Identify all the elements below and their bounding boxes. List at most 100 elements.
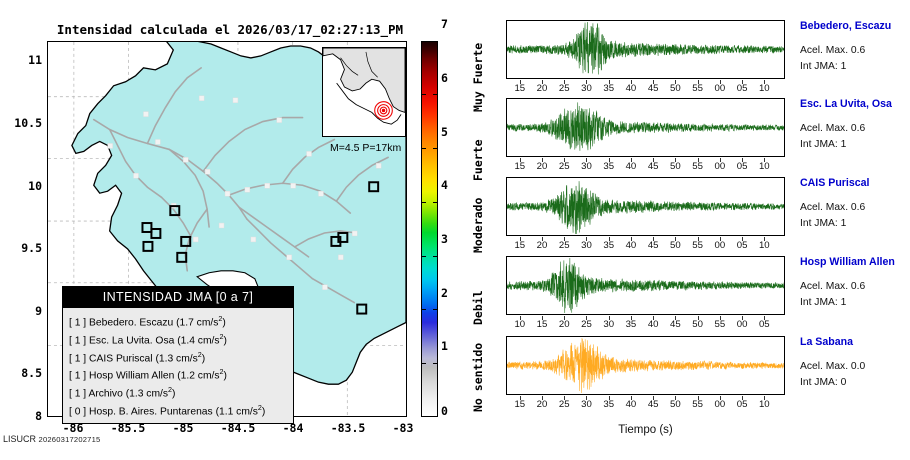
waveform-tick-label: 15: [536, 319, 548, 330]
waveform-int-jma: Int JMA: 1: [800, 218, 847, 229]
waveform-tick: [586, 316, 588, 320]
waveform-tick: [608, 316, 610, 320]
legend-station: Hosp William Allen: [89, 370, 175, 382]
waveform-tick: [675, 396, 677, 400]
legend-level: [ 0 ]: [69, 406, 87, 418]
waveform-tick-label: 45: [647, 399, 659, 410]
waveform-tick-row: 15 20 25 30 35 40 45 50 55 00 05 10: [506, 237, 785, 251]
legend-row: [ 1 ] Bebedero. Escazu (1.7 cm/s2): [69, 312, 293, 330]
waveform-tick: [764, 316, 766, 320]
waveform-tick-row: 15 20 25 30 35 40 45 50 55 00 05 10: [506, 396, 785, 410]
legend-row: [ 0 ] Hosp. B. Aires. Puntarenas (1.1 cm…: [69, 401, 293, 419]
colorbar-number: 6: [441, 71, 448, 85]
waveform-tick-label: 50: [692, 319, 703, 330]
lat-tick-label: 8.5: [21, 366, 42, 380]
waveform-tick: [697, 158, 699, 162]
inset-canvas: [323, 48, 405, 136]
epicenter-icon: [374, 101, 393, 120]
station-marker: [337, 231, 349, 243]
waveform-trace: [507, 258, 784, 313]
waveform-panel-bebedero-escazu[interactable]: [506, 20, 785, 79]
waveform-tick-label: 25: [558, 240, 570, 251]
waveform-accel-max: Acel. Max. 0.0: [800, 361, 866, 372]
station-marker: [180, 235, 192, 247]
lon-tick-label: -83.5: [330, 421, 366, 435]
waveform-tick: [764, 396, 766, 400]
waveform-tick-label: 35: [603, 161, 615, 172]
waveform-trace: [507, 338, 784, 393]
legend-paren: ): [223, 335, 227, 347]
waveform-tick: [519, 396, 521, 400]
lon-tick-label: -85.5: [110, 421, 146, 435]
legend-unit-exp: 2: [219, 331, 224, 341]
waveform-tick: [519, 80, 521, 84]
waveform-accel-max: Acel. Max. 0.6: [800, 281, 866, 292]
intensity-legend: INTENSIDAD JMA [0 a 7] [ 1 ] Bebedero. E…: [62, 286, 294, 424]
waveform-tick: [564, 396, 566, 400]
waveform-tick-label: 05: [736, 399, 748, 410]
waveform-tick-row: 15 20 25 30 35 40 45 50 55 00 05 10: [506, 158, 785, 172]
waveform-int-jma: Int JMA: 1: [800, 297, 847, 308]
legend-station: Esc. La Uvita. Osa: [89, 335, 175, 347]
magnitude-depth-annotation: M=4.5 P=17km: [330, 142, 402, 154]
waveform-tick-label: 45: [670, 319, 681, 330]
waveform-tick: [519, 158, 521, 162]
legend-level: [ 1 ]: [69, 370, 87, 382]
waveform-tick: [653, 316, 655, 320]
legend-row: [ 1 ] CAIS Puriscal (1.3 cm/s2): [69, 348, 293, 366]
waveform-tick-label: 15: [514, 83, 526, 94]
waveform-tick: [719, 237, 721, 241]
lon-tick-label: -84.5: [220, 421, 256, 435]
waveform-station-name: Bebedero, Escazu: [800, 20, 892, 32]
waveform-tick-label: 10: [758, 240, 770, 251]
waveform-panel-la-sabana[interactable]: [506, 336, 785, 395]
waveform-tick: [564, 237, 566, 241]
page-title: Intensidad calculada el 2026/03/17_02:27…: [56, 22, 404, 37]
legend-station: Bebedero. Escazu: [89, 317, 174, 329]
legend-level: [ 1 ]: [69, 353, 87, 365]
waveform-tick: [764, 158, 766, 162]
waveform-tick: [630, 316, 632, 320]
waveform-tick: [608, 80, 610, 84]
waveform-tick-label: 05: [758, 319, 770, 330]
legend-station: CAIS Puriscal: [89, 353, 153, 365]
waveform-tick-label: 20: [536, 240, 548, 251]
watermark-code: 20260317202715: [38, 435, 101, 444]
inset-location-map[interactable]: [322, 47, 406, 137]
legend-accel: (1.3 cm/s: [155, 353, 198, 365]
waveform-tick-label: 45: [647, 240, 659, 251]
waveform-tick-label: 45: [647, 83, 659, 94]
waveform-tick-label: 05: [736, 83, 748, 94]
waveform-tick: [697, 316, 699, 320]
legend-row: [ 1 ] Hosp William Allen (1.2 cm/s2): [69, 365, 293, 383]
waveform-tick-label: 55: [692, 240, 703, 251]
colorbar-category: Moderado: [471, 197, 485, 253]
waveform-tick: [586, 80, 588, 84]
legend-level: [ 1 ]: [69, 335, 87, 347]
waveform-tick-label: 30: [581, 161, 592, 172]
waveform-accel-max: Acel. Max. 0.6: [800, 202, 866, 213]
waveform-tick: [742, 158, 744, 162]
legend-paren: ): [261, 406, 266, 418]
waveform-tick: [608, 396, 610, 400]
legend-accel: (1.2 cm/s: [177, 370, 220, 382]
waveform-tick-label: 30: [603, 319, 615, 330]
waveform-panel-esc-la-uvita-osa[interactable]: [506, 98, 785, 157]
waveform-tick-label: 40: [625, 83, 637, 94]
colorbar-number: 4: [441, 178, 448, 192]
waveform-tick-label: 25: [558, 83, 570, 94]
waveform-tick: [675, 158, 677, 162]
waveform-tick-label: 45: [647, 161, 659, 172]
lon-tick-label: -86: [62, 421, 84, 435]
waveform-panel-cais-puriscal[interactable]: [506, 177, 785, 236]
waveform-tick-label: 50: [670, 161, 681, 172]
waveform-tick-label: 10: [758, 399, 770, 410]
station-marker: [142, 240, 154, 252]
waveform-tick: [519, 237, 521, 241]
waveform-panel-hosp-william-allen[interactable]: [506, 256, 785, 315]
waveform-tick-label: 25: [581, 319, 592, 330]
watermark: LISUCR 20260317202715: [3, 434, 100, 444]
waveform-tick-label: 35: [603, 240, 615, 251]
colorbar-number: 5: [441, 125, 448, 139]
colorbar-number: 3: [441, 232, 448, 246]
